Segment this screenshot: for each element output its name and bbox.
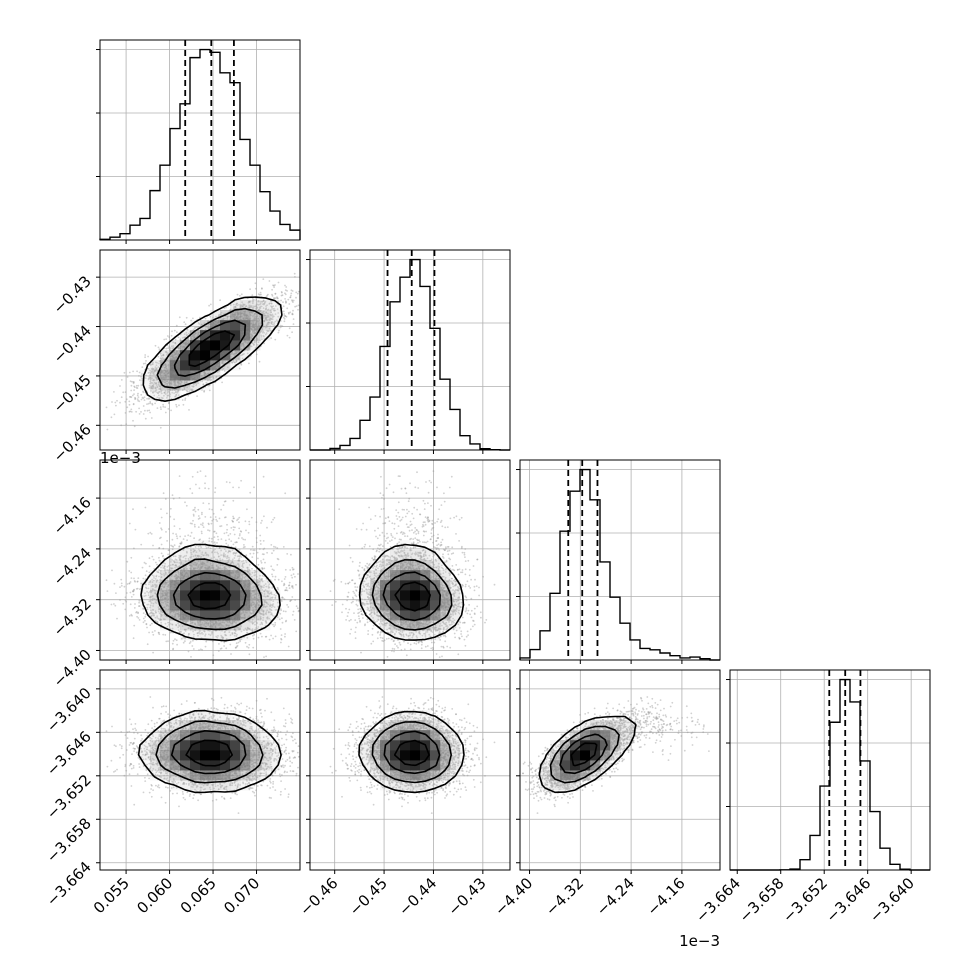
panel-frame <box>309 249 511 451</box>
panel-frame <box>519 669 721 871</box>
histogram-panel-0 <box>96 39 301 244</box>
contour-line <box>371 721 452 784</box>
histogram-panel-1 <box>306 249 511 454</box>
x-tick-label: −0.46 <box>296 874 341 919</box>
y-tick-label: −3.646 <box>43 727 95 779</box>
y-tick-label: −0.46 <box>50 420 95 465</box>
contour-line <box>358 710 465 794</box>
x-tick-label: −3.652 <box>779 874 831 926</box>
scatter-panel-3-0: 0.055 0.060 0.065 0.070−3.664−3.658−3.652−3… <box>43 669 301 917</box>
panel-frame <box>99 39 301 241</box>
contour-line <box>172 571 247 620</box>
y-tick-label: −0.44 <box>50 322 95 367</box>
histogram-bar-outline <box>310 258 510 451</box>
scatter-panel-3-2: −4.40 −4.32 −4.24 −4.16 <box>491 669 721 919</box>
scatter-panel-2-1 <box>306 459 511 664</box>
x-tick-label: −4.40 <box>491 874 536 919</box>
y-tick-label: −3.664 <box>43 858 95 910</box>
x-tick-label: −3.646 <box>823 874 875 926</box>
y-tick-label: −0.45 <box>50 371 95 416</box>
y-tick-label: −0.43 <box>50 272 95 317</box>
x-tick-label: 0.055 <box>90 874 133 917</box>
histogram-bar-outline <box>519 468 720 661</box>
y-tick-label: −4.40 <box>50 646 95 691</box>
y-tick-label: −3.658 <box>43 814 95 866</box>
histogram-panel-3: −3.664−3.658−3.652−3.646−3.640 <box>692 669 931 926</box>
contour-line <box>137 709 282 794</box>
scatter-panel-2-0: −4.40 −4.32 −4.24 −4.16 <box>50 459 301 691</box>
panel-frame <box>99 459 301 661</box>
contour-line <box>187 582 232 610</box>
x-tick-label: −4.16 <box>644 874 689 919</box>
contour-line <box>394 739 430 767</box>
x-tick-label: −3.664 <box>692 874 744 926</box>
y-tick-label: −3.640 <box>43 684 95 736</box>
y-tick-label: −4.16 <box>50 493 95 538</box>
scatter-panel-3-1: −0.46 −0.45 −0.44 −0.43 <box>296 669 511 919</box>
contour-line <box>382 571 441 622</box>
contour-line <box>156 558 263 631</box>
contour-line <box>142 296 283 402</box>
panel-frame <box>519 459 721 661</box>
contour-line <box>188 330 236 367</box>
contour-line <box>156 307 264 389</box>
contour-line <box>570 742 598 767</box>
x-tick-label: −0.45 <box>346 874 391 919</box>
contour-line <box>559 733 608 775</box>
contour-line <box>170 730 247 775</box>
histogram-bar-outline <box>99 48 301 240</box>
contour-lines <box>538 715 637 794</box>
contour-line <box>383 730 441 775</box>
contour-line <box>358 543 465 641</box>
contour-line <box>173 319 247 377</box>
contour-line <box>538 715 637 794</box>
panel-frame <box>99 669 301 871</box>
x-tick-label: −4.24 <box>593 874 638 919</box>
contour-line <box>371 559 453 631</box>
contour-lines <box>358 543 465 641</box>
contour-lines <box>140 543 281 642</box>
contour-line <box>155 720 264 784</box>
y-tick-label: −4.24 <box>50 544 95 589</box>
x-tick-label: 0.065 <box>177 874 220 917</box>
density-cells <box>360 540 461 641</box>
x-tick-label: 0.070 <box>220 874 263 917</box>
contour-line <box>394 581 431 612</box>
panel-frame <box>309 459 511 661</box>
x-tick-label: −4.32 <box>542 874 587 919</box>
y-tick-label: −4.32 <box>50 595 95 640</box>
contour-lines <box>142 296 283 402</box>
scatter-panel-1-0: −0.46−0.45−0.44 −0.43 <box>50 249 301 466</box>
axis-offset-label: 1e−3 <box>679 932 720 950</box>
contour-lines <box>358 710 465 794</box>
x-tick-label: −3.658 <box>736 874 788 926</box>
x-tick-label: −3.640 <box>866 874 918 926</box>
panel-frame <box>729 669 931 871</box>
y-tick-label: −3.652 <box>43 771 95 823</box>
contour-line <box>140 543 281 642</box>
x-tick-label: −0.44 <box>395 874 440 919</box>
contour-line <box>549 725 620 784</box>
axis-offset-label: 1e−3 <box>100 449 141 467</box>
contour-lines <box>137 709 282 794</box>
x-tick-label: −0.43 <box>444 874 489 919</box>
contour-line <box>185 739 233 767</box>
histogram-panel-2 <box>516 459 721 664</box>
panel-frame <box>99 249 301 451</box>
panel-frame <box>309 669 511 871</box>
x-tick-label: 0.060 <box>133 874 176 917</box>
